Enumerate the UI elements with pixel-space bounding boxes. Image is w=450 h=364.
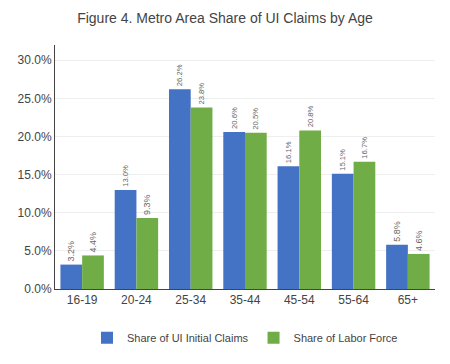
svg-text:55-64: 55-64 xyxy=(338,293,369,307)
svg-text:0.0%: 0.0% xyxy=(24,282,52,296)
svg-text:26.2%: 26.2% xyxy=(175,64,184,86)
svg-text:20.6%: 20.6% xyxy=(230,107,239,129)
svg-text:15.0%: 15.0% xyxy=(18,168,52,182)
svg-text:16-19: 16-19 xyxy=(67,293,98,307)
svg-text:10.0%: 10.0% xyxy=(18,206,52,220)
svg-text:Figure 4. Metro Area Share of: Figure 4. Metro Area Share of UI Claims … xyxy=(77,10,373,26)
svg-text:45-54: 45-54 xyxy=(284,293,315,307)
svg-text:30.0%: 30.0% xyxy=(18,53,52,67)
svg-text:3.2%: 3.2% xyxy=(66,241,76,262)
svg-text:4.4%: 4.4% xyxy=(88,232,98,253)
svg-text:25.0%: 25.0% xyxy=(18,92,52,106)
svg-text:20-24: 20-24 xyxy=(121,293,152,307)
svg-text:4.6%: 4.6% xyxy=(414,230,424,251)
svg-text:9.3%: 9.3% xyxy=(142,195,152,216)
svg-text:5.0%: 5.0% xyxy=(24,244,52,258)
svg-text:Share of UI Initial Claims: Share of UI Initial Claims xyxy=(127,332,249,344)
svg-text:20.8%: 20.8% xyxy=(306,106,315,128)
svg-text:35-44: 35-44 xyxy=(230,293,261,307)
svg-text:5.8%: 5.8% xyxy=(392,221,402,242)
svg-text:16.7%: 16.7% xyxy=(360,137,369,159)
svg-text:20.0%: 20.0% xyxy=(18,130,52,144)
svg-text:23.8%: 23.8% xyxy=(197,83,206,105)
svg-text:Share of Labor Force: Share of Labor Force xyxy=(294,332,398,344)
svg-text:16.1%: 16.1% xyxy=(284,141,293,163)
svg-text:15.1%: 15.1% xyxy=(338,149,347,171)
svg-text:65+: 65+ xyxy=(398,293,418,307)
svg-text:13.0%: 13.0% xyxy=(121,165,130,187)
svg-text:20.5%: 20.5% xyxy=(251,108,260,130)
svg-text:25-34: 25-34 xyxy=(175,293,206,307)
